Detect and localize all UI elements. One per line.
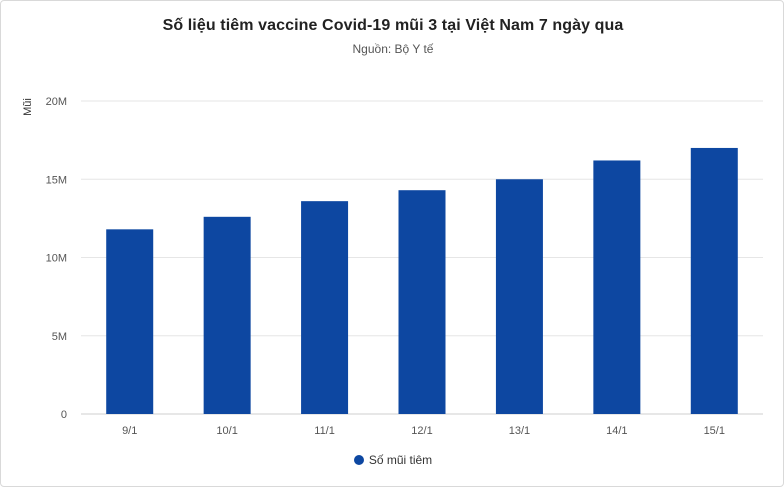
x-tick-label: 15/1 — [704, 425, 725, 437]
bar-10-1[interactable] — [203, 216, 251, 414]
x-tick-label: 14/1 — [606, 425, 627, 437]
y-tick-label: 20M — [46, 96, 67, 108]
x-tick-label: 11/1 — [314, 425, 335, 437]
legend[interactable]: Số mũi tiêm — [1, 453, 784, 467]
x-tick-label: 9/1 — [122, 425, 137, 437]
bar-15-1[interactable] — [690, 147, 738, 414]
y-tick-label: 5M — [52, 331, 67, 343]
y-tick-label: 15M — [46, 174, 67, 186]
legend-marker — [353, 455, 364, 465]
chart-subtitle: Nguồn: Bộ Y tế — [352, 42, 434, 56]
legend-label: Số mũi tiêm — [368, 453, 433, 467]
bar-13-1[interactable] — [495, 179, 543, 414]
bar-12-1[interactable] — [398, 190, 446, 414]
bar-14-1[interactable] — [593, 160, 641, 414]
chart-title: Số liệu tiêm vaccine Covid-19 mũi 3 tại … — [162, 17, 624, 34]
bar-11-1[interactable] — [301, 201, 349, 414]
y-tick-label: 0 — [61, 409, 67, 421]
x-tick-label: 10/1 — [216, 425, 237, 437]
x-tick-label: 12/1 — [411, 425, 432, 437]
y-tick-label: 10M — [46, 253, 67, 265]
bar-9-1[interactable] — [106, 229, 154, 414]
x-tick-label: 13/1 — [509, 425, 530, 437]
